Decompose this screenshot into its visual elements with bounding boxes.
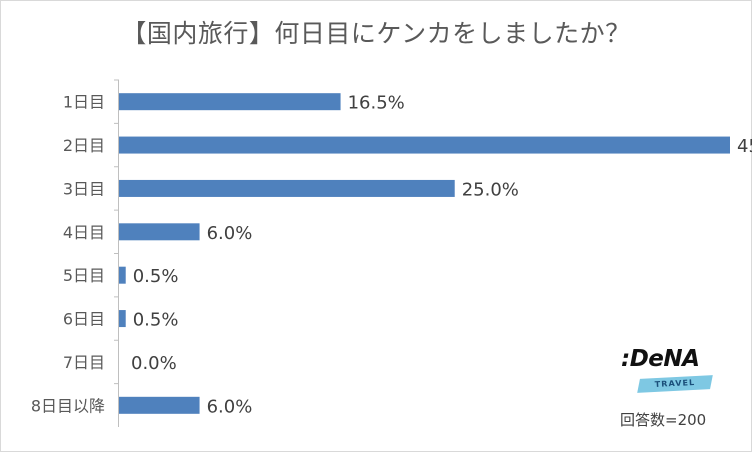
logo-band-text: TRAVEL	[654, 378, 696, 389]
bar	[119, 223, 200, 241]
category-label: 2日目	[63, 136, 105, 155]
value-label: 0.0%	[131, 353, 177, 374]
bar	[119, 136, 730, 154]
bar	[119, 266, 126, 284]
bars-group: 1日目 16.5% 2日目 45.5% 3日目 25.0% 4日目 6.0% 5日目 0.5% 6日…	[31, 79, 752, 417]
value-label: 6.0%	[207, 223, 253, 244]
chart-title: 【国内旅行】何日目にケンカをしましたか？	[121, 19, 631, 48]
category-label: 7日目	[63, 353, 105, 372]
bar	[119, 179, 455, 197]
value-label: 45.5%	[737, 136, 752, 157]
value-label: 0.5%	[133, 266, 179, 287]
category-label: 8日目以降	[31, 396, 105, 415]
logo-wordmark: :DeNA	[621, 346, 700, 372]
category-label: 1日目	[63, 93, 105, 112]
value-label: 16.5%	[348, 93, 405, 114]
logo-travel-band: TRAVEL	[637, 375, 713, 393]
bar	[119, 93, 341, 111]
category-label: 5日目	[63, 266, 105, 285]
respondent-count: 回答数=200	[620, 411, 707, 429]
category-label: 6日目	[63, 310, 105, 329]
category-label: 4日目	[63, 223, 105, 242]
value-label: 0.5%	[133, 310, 179, 331]
dena-travel-logo: :DeNA TRAVEL	[617, 346, 717, 396]
bar	[119, 396, 200, 414]
bar	[119, 310, 126, 328]
category-label: 3日目	[63, 179, 105, 198]
value-label: 6.0%	[207, 396, 253, 417]
value-label: 25.0%	[462, 179, 519, 200]
